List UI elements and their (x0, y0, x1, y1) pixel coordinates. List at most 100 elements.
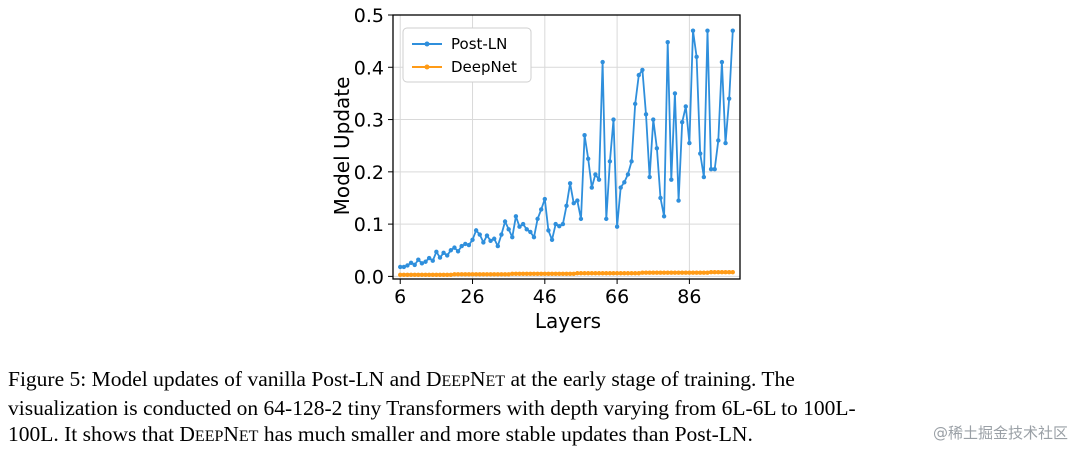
data-point-post-ln (426, 255, 432, 261)
data-point-deepnet (495, 272, 501, 277)
data-point-post-ln (567, 181, 573, 186)
data-point-post-ln (719, 59, 725, 65)
axis-ticks: 6 26 46 66 86 0.0 0.1 0.2 0.3 0.4 0.5 (354, 5, 702, 308)
data-point-deepnet (719, 270, 725, 275)
data-point-deepnet (578, 271, 584, 276)
data-point-deepnet (726, 270, 732, 275)
data-point-post-ln (564, 203, 569, 209)
data-point-deepnet (546, 271, 551, 276)
data-point-post-ln (676, 198, 681, 203)
figure-caption: Figure 5: Model updates of vanilla Post-… (8, 366, 1074, 450)
data-point-post-ln (466, 242, 472, 248)
data-point-post-ln (452, 245, 457, 250)
data-point-post-ln (492, 236, 497, 241)
data-point-deepnet (723, 270, 728, 275)
data-point-deepnet (416, 272, 421, 278)
data-point-post-ln (679, 119, 685, 125)
data-point-post-ln (585, 156, 591, 161)
data-point-post-ln (538, 207, 544, 212)
data-point-post-ln (636, 72, 641, 78)
caption-smallcaps: EEP (441, 373, 470, 390)
caption-text: 100L. It shows that D (8, 422, 195, 446)
data-point-post-ln (651, 117, 656, 122)
data-point-post-ln (531, 234, 537, 240)
data-point-post-ln (658, 195, 663, 201)
x-tick-label: 46 (533, 286, 557, 308)
data-point-deepnet (560, 271, 566, 276)
data-point-deepnet (701, 270, 707, 275)
data-point-post-ln (694, 54, 699, 60)
data-point-post-ln (473, 228, 479, 233)
caption-text: Figure 5: Model updates of vanilla Post-… (8, 367, 442, 391)
data-point-deepnet (448, 272, 454, 278)
data-point-deepnet (654, 270, 660, 275)
data-point-deepnet (665, 270, 670, 275)
data-point-deepnet (647, 270, 652, 275)
data-point-post-ln (712, 167, 717, 172)
data-point-deepnet (492, 272, 497, 277)
data-point-deepnet (531, 271, 537, 276)
data-point-post-ln (448, 248, 454, 253)
data-point-post-ln (535, 216, 540, 222)
data-point-deepnet (499, 272, 504, 277)
data-point-deepnet (524, 271, 529, 276)
data-point-deepnet (596, 271, 602, 276)
data-point-deepnet (549, 271, 555, 276)
data-point-deepnet (651, 270, 656, 275)
data-point-deepnet (611, 271, 616, 276)
data-point-deepnet (405, 272, 410, 278)
data-point-post-ln (488, 238, 493, 244)
data-point-post-ln (513, 214, 519, 219)
data-point-deepnet (708, 270, 714, 275)
data-point-deepnet (445, 272, 450, 278)
y-tick-label: 0.4 (354, 57, 384, 79)
data-point-post-ln (593, 172, 598, 177)
data-point-post-ln (665, 39, 670, 45)
data-point-post-ln (517, 224, 522, 229)
data-point-deepnet (542, 271, 548, 276)
data-point-deepnet (669, 270, 674, 275)
legend: Post-LN DeepNet (402, 27, 532, 83)
watermark: @稀土掘金技术社区 (932, 424, 1068, 442)
data-point-deepnet (640, 270, 645, 275)
data-point-deepnet (604, 271, 609, 276)
x-tick-label: 26 (460, 286, 484, 308)
caption-smallcaps: ET (485, 373, 506, 390)
data-point-post-ln (484, 233, 490, 238)
data-point-post-ln (654, 146, 660, 151)
data-point-post-ln (434, 249, 439, 255)
data-point-post-ln (398, 264, 403, 270)
data-point-post-ln (528, 229, 533, 235)
data-point-post-ln (600, 59, 605, 65)
data-point-deepnet (517, 271, 522, 276)
x-tick-label: 6 (394, 286, 406, 308)
data-point-post-ln (622, 180, 627, 185)
y-tick-label: 0.2 (354, 162, 384, 184)
data-point-post-ln (423, 259, 428, 264)
data-point-deepnet (528, 271, 533, 276)
data-point-post-ln (730, 28, 735, 33)
data-point-deepnet (553, 271, 558, 276)
data-point-deepnet (412, 272, 417, 278)
y-tick-label: 0.3 (354, 110, 384, 132)
data-point-post-ln (510, 234, 515, 240)
data-point-post-ln (672, 91, 678, 96)
data-point-deepnet (398, 272, 403, 278)
data-point-deepnet (676, 270, 681, 275)
data-point-deepnet (672, 270, 678, 275)
data-point-post-ln (705, 28, 710, 33)
data-point-post-ln (546, 228, 551, 233)
data-point-post-ln (701, 174, 707, 180)
data-point-deepnet (459, 272, 464, 277)
caption-text: N (469, 367, 486, 391)
data-point-deepnet (484, 272, 490, 277)
data-point-post-ln (571, 200, 576, 206)
data-point-deepnet (408, 272, 414, 278)
data-point-deepnet (452, 272, 457, 277)
data-point-deepnet (567, 271, 573, 276)
data-point-deepnet (470, 272, 475, 277)
series-layer (398, 28, 735, 278)
data-point-deepnet (658, 270, 663, 275)
data-point-post-ln (430, 258, 435, 263)
data-point-post-ln (553, 221, 558, 227)
